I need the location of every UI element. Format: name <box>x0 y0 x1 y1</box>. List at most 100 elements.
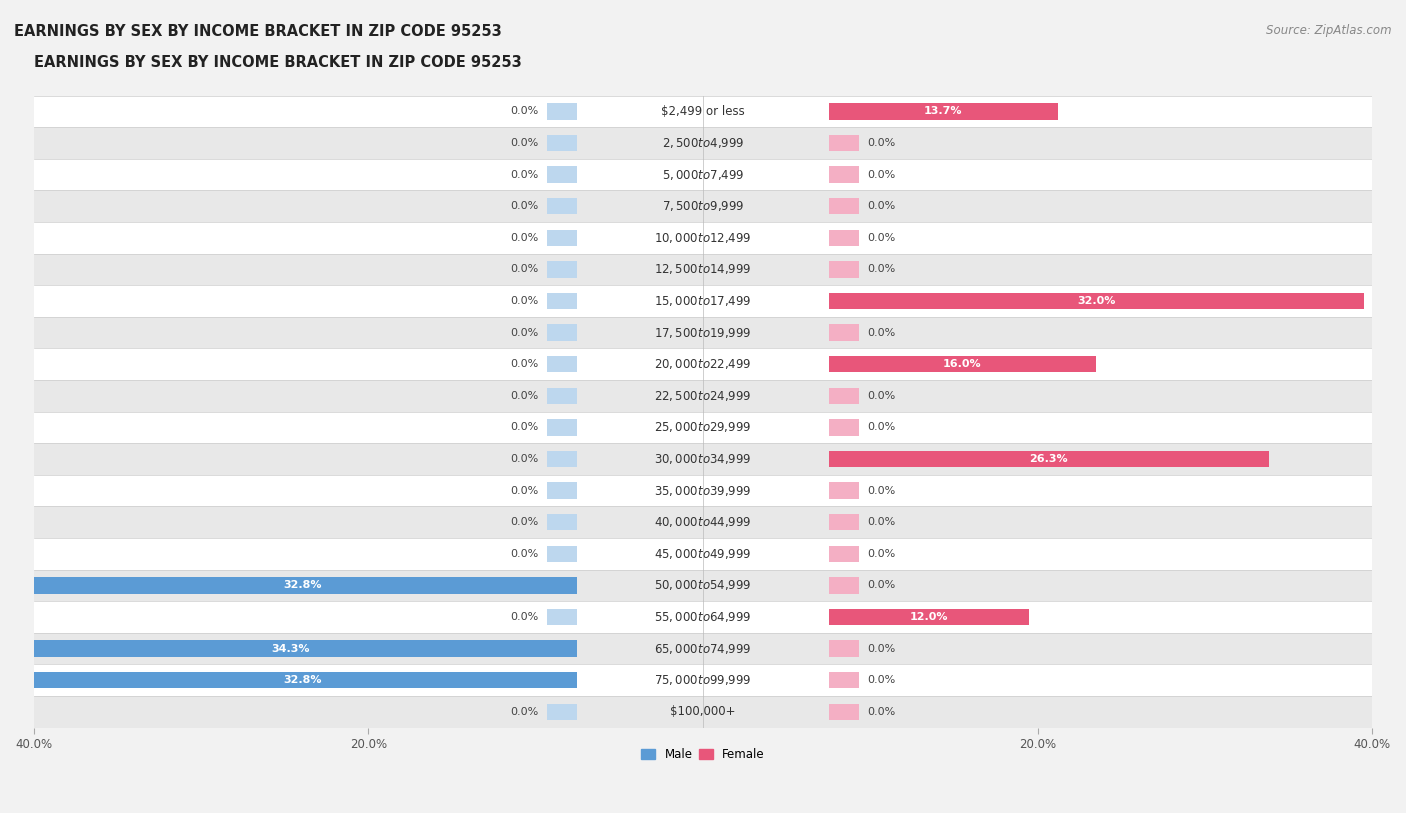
Bar <box>34 443 1372 475</box>
Text: 0.0%: 0.0% <box>868 138 896 148</box>
Text: $100,000+: $100,000+ <box>671 705 735 718</box>
Text: 0.0%: 0.0% <box>510 517 538 527</box>
Text: 0.0%: 0.0% <box>510 233 538 243</box>
Text: 34.3%: 34.3% <box>271 644 309 654</box>
Bar <box>28 672 578 689</box>
Bar <box>3 641 578 657</box>
Text: $15,000 to $17,499: $15,000 to $17,499 <box>654 294 752 308</box>
Text: Source: ZipAtlas.com: Source: ZipAtlas.com <box>1267 24 1392 37</box>
Text: $30,000 to $34,999: $30,000 to $34,999 <box>654 452 752 466</box>
Text: $35,000 to $39,999: $35,000 to $39,999 <box>654 484 752 498</box>
Bar <box>828 324 859 341</box>
Text: 32.0%: 32.0% <box>1077 296 1115 306</box>
Legend: Male, Female: Male, Female <box>637 743 769 766</box>
Bar <box>28 577 578 593</box>
Bar <box>547 514 578 530</box>
Text: 0.0%: 0.0% <box>510 706 538 717</box>
Bar <box>828 293 1364 309</box>
Text: $75,000 to $99,999: $75,000 to $99,999 <box>654 673 752 687</box>
Bar <box>34 222 1372 254</box>
Bar <box>547 450 578 467</box>
Text: 0.0%: 0.0% <box>868 264 896 275</box>
Text: 0.0%: 0.0% <box>868 202 896 211</box>
Bar <box>547 103 578 120</box>
Bar <box>547 482 578 499</box>
Text: $5,000 to $7,499: $5,000 to $7,499 <box>662 167 744 181</box>
Text: 0.0%: 0.0% <box>868 423 896 433</box>
Text: 0.0%: 0.0% <box>510 328 538 337</box>
Text: 0.0%: 0.0% <box>510 202 538 211</box>
Bar <box>34 96 1372 128</box>
Text: $2,499 or less: $2,499 or less <box>661 105 745 118</box>
Bar <box>828 388 859 404</box>
Bar <box>34 285 1372 317</box>
Text: 0.0%: 0.0% <box>510 107 538 116</box>
Text: EARNINGS BY SEX BY INCOME BRACKET IN ZIP CODE 95253: EARNINGS BY SEX BY INCOME BRACKET IN ZIP… <box>34 55 522 71</box>
Text: 12.0%: 12.0% <box>910 612 948 622</box>
Text: 13.7%: 13.7% <box>924 107 963 116</box>
Bar <box>34 317 1372 349</box>
Bar <box>828 703 859 720</box>
Text: 0.0%: 0.0% <box>868 706 896 717</box>
Text: $12,500 to $14,999: $12,500 to $14,999 <box>654 263 752 276</box>
Text: $25,000 to $29,999: $25,000 to $29,999 <box>654 420 752 434</box>
Text: $55,000 to $64,999: $55,000 to $64,999 <box>654 610 752 624</box>
Bar <box>547 198 578 215</box>
Bar <box>828 229 859 246</box>
Text: 0.0%: 0.0% <box>868 170 896 180</box>
Text: $10,000 to $12,499: $10,000 to $12,499 <box>654 231 752 245</box>
Text: EARNINGS BY SEX BY INCOME BRACKET IN ZIP CODE 95253: EARNINGS BY SEX BY INCOME BRACKET IN ZIP… <box>14 24 502 39</box>
Bar <box>828 514 859 530</box>
Text: $17,500 to $19,999: $17,500 to $19,999 <box>654 326 752 340</box>
Bar <box>34 506 1372 538</box>
Text: 0.0%: 0.0% <box>868 675 896 685</box>
Bar <box>828 167 859 183</box>
Bar <box>828 420 859 436</box>
Bar <box>34 254 1372 285</box>
Bar <box>828 546 859 562</box>
Bar <box>34 380 1372 411</box>
Text: 0.0%: 0.0% <box>510 549 538 559</box>
Bar <box>828 577 859 593</box>
Bar <box>828 672 859 689</box>
Text: 0.0%: 0.0% <box>510 423 538 433</box>
Bar <box>34 538 1372 570</box>
Text: 32.8%: 32.8% <box>284 675 322 685</box>
Bar <box>547 356 578 372</box>
Bar <box>34 475 1372 506</box>
Text: 0.0%: 0.0% <box>868 233 896 243</box>
Text: $20,000 to $22,499: $20,000 to $22,499 <box>654 357 752 372</box>
Text: 0.0%: 0.0% <box>510 170 538 180</box>
Text: 26.3%: 26.3% <box>1029 454 1069 464</box>
Text: $45,000 to $49,999: $45,000 to $49,999 <box>654 547 752 561</box>
Text: 0.0%: 0.0% <box>510 485 538 496</box>
Bar <box>547 167 578 183</box>
Text: 0.0%: 0.0% <box>868 549 896 559</box>
Text: $40,000 to $44,999: $40,000 to $44,999 <box>654 515 752 529</box>
Bar <box>828 356 1097 372</box>
Text: $2,500 to $4,999: $2,500 to $4,999 <box>662 136 744 150</box>
Text: $50,000 to $54,999: $50,000 to $54,999 <box>654 578 752 593</box>
Text: 0.0%: 0.0% <box>868 328 896 337</box>
Bar <box>828 482 859 499</box>
Text: 0.0%: 0.0% <box>868 485 896 496</box>
Text: 0.0%: 0.0% <box>510 359 538 369</box>
Text: 16.0%: 16.0% <box>943 359 981 369</box>
Text: 0.0%: 0.0% <box>868 391 896 401</box>
Text: 0.0%: 0.0% <box>510 296 538 306</box>
Text: $65,000 to $74,999: $65,000 to $74,999 <box>654 641 752 655</box>
Text: $22,500 to $24,999: $22,500 to $24,999 <box>654 389 752 402</box>
Text: 0.0%: 0.0% <box>510 264 538 275</box>
Text: 0.0%: 0.0% <box>510 454 538 464</box>
Bar <box>34 570 1372 601</box>
Bar <box>34 696 1372 728</box>
Text: 32.8%: 32.8% <box>284 580 322 590</box>
Bar <box>547 293 578 309</box>
Bar <box>828 198 859 215</box>
Bar <box>34 349 1372 380</box>
Bar <box>34 190 1372 222</box>
Bar <box>547 135 578 151</box>
Bar <box>34 128 1372 159</box>
Bar <box>547 703 578 720</box>
Bar <box>828 261 859 278</box>
